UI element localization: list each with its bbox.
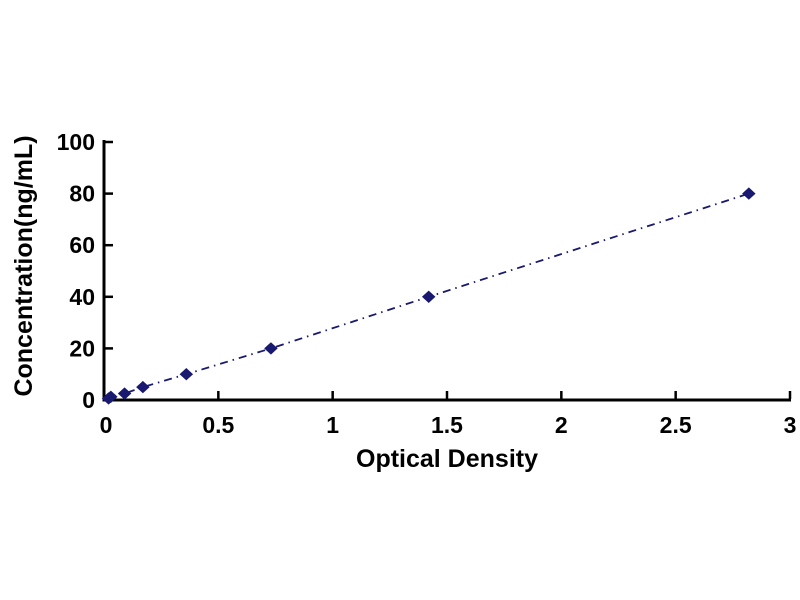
data-point-diamond	[742, 187, 756, 200]
x-tick-label: 0	[100, 412, 113, 438]
y-tick-label: 80	[69, 181, 95, 207]
data-point-diamond	[264, 342, 278, 355]
y-tick-label: 100	[57, 129, 95, 155]
y-axis-title: Concentration(ng/mL)	[10, 135, 38, 396]
y-tick-label: 0	[82, 387, 95, 413]
x-axis-title: Optical Density	[356, 445, 538, 473]
y-tick-label: 20	[69, 335, 95, 361]
x-tick-label: 1.5	[431, 412, 463, 438]
y-tick-label: 40	[69, 284, 95, 310]
x-tick-label: 0.5	[202, 412, 234, 438]
data-point-diamond	[136, 380, 150, 394]
data-point-diamond	[104, 390, 118, 403]
x-tick-label: 2	[555, 412, 568, 438]
data-point-diamond	[421, 290, 436, 303]
x-tick-label: 1	[326, 412, 339, 438]
x-tick-label: 2.5	[660, 412, 692, 438]
y-tick-label: 60	[69, 232, 95, 258]
data-point-diamond	[117, 387, 132, 400]
x-tick-label: 3	[784, 412, 797, 438]
data-point-diamond	[179, 368, 194, 381]
